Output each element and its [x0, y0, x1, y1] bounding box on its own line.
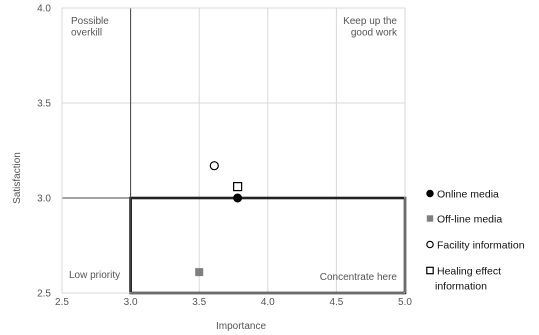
quadrant-label-keep-up-the-good-work: Keep up the good work — [343, 16, 398, 39]
data-points — [195, 161, 243, 277]
quadrant-label-low-priority: Low priority — [69, 270, 120, 281]
legend-marker-online-media — [426, 189, 434, 198]
legend-label-healing-effect-information: Healing effect information — [435, 266, 501, 293]
legend-marker-facility-information — [426, 240, 434, 249]
quadrant-labels: Possible overkill Keep up the good work Low … — [69, 16, 398, 283]
point-facility-information — [209, 161, 219, 171]
legend-marker-off-line-media — [426, 215, 434, 222]
x-tick-label: 3.5 — [192, 297, 206, 308]
legend-label-facility-information: Facility information — [437, 240, 525, 252]
grid-lines — [61, 7, 406, 294]
y-axis-label: Satisfaction — [12, 152, 23, 204]
legend-label-off-line-media: Off-line media — [437, 214, 502, 226]
legend-label-online-media: Online media — [437, 189, 499, 201]
y-tick-label: 3.5 — [37, 99, 51, 110]
x-tick-label: 4.0 — [261, 297, 275, 308]
legend: Online media Off-line media Facility infor… — [426, 189, 525, 293]
y-tick-label: 3.0 — [37, 194, 51, 205]
quadrant-label-concentrate-here: Concentrate here — [320, 272, 398, 283]
plot-border — [61, 7, 406, 294]
point-off-line-media — [195, 268, 204, 277]
x-tick-label: 2.5 — [55, 297, 69, 308]
x-tick-label: 3.0 — [124, 297, 138, 308]
y-tick-label: 2.5 — [37, 289, 51, 300]
tick-labels: 2.5 3.0 3.5 4.0 4.5 5.0 2.5 3.0 3.5 4.0 — [37, 4, 412, 309]
plot-frame — [61, 7, 406, 294]
point-healing-effect-information — [233, 182, 243, 192]
x-tick-label: 5.0 — [398, 297, 412, 308]
x-axis-label: Importance — [216, 321, 266, 332]
quadrant-label-possible-overkill: Possible overkill — [71, 16, 109, 39]
x-tick-label: 4.5 — [329, 297, 343, 308]
legend-marker-healing-effect-information — [426, 266, 434, 275]
y-tick-label: 4.0 — [37, 4, 51, 15]
point-online-media — [233, 193, 243, 203]
quadrant-lines — [62, 8, 405, 293]
